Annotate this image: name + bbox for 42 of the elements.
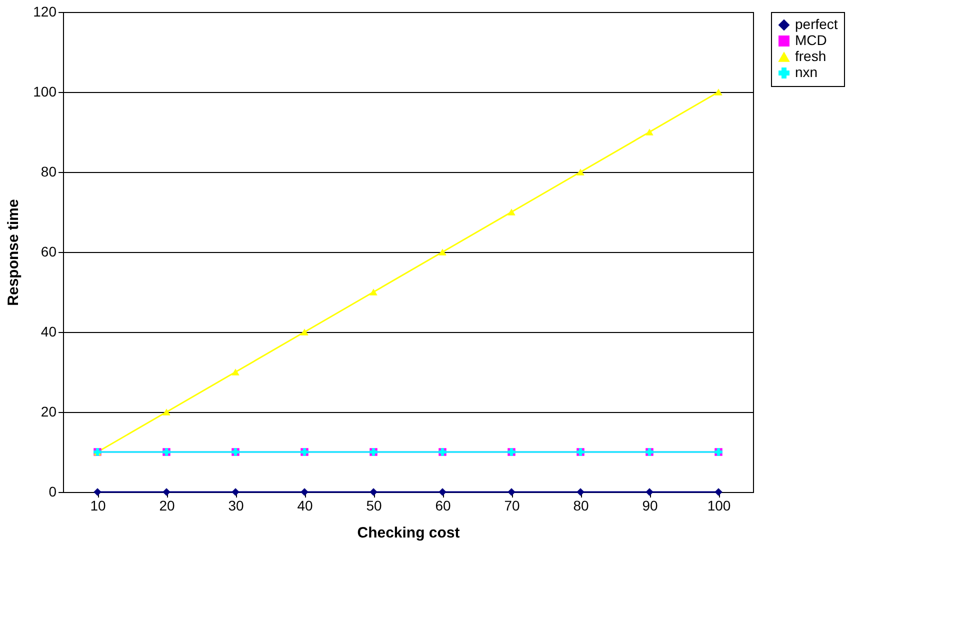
x-tick-label: 40 [297,498,313,514]
y-tick-label: 120 [33,4,57,20]
point [370,288,378,296]
x-tick-label: 70 [504,498,520,514]
legend-label: perfect [795,16,838,32]
x-tick-label: 80 [573,498,589,514]
y-tick-label: 40 [40,324,57,340]
point [576,168,584,176]
y-tick-label: 100 [33,84,57,100]
y-tick-label: 20 [40,404,57,420]
point [370,488,378,496]
y-tick-label: 60 [40,244,57,260]
point [508,208,516,216]
point [508,488,516,496]
point [646,128,654,136]
point [94,488,102,496]
y-axis-title: Response time [5,199,22,306]
x-tick-label: 90 [642,498,658,514]
point [714,488,722,496]
point [576,488,584,496]
x-tick-label: 20 [159,498,175,514]
x-tick-label: 30 [228,498,244,514]
x-axis-title: Checking cost [357,524,460,542]
point [232,368,240,376]
x-tick-label: 60 [435,498,451,514]
legend-label: nxn [795,64,818,80]
point [438,488,446,496]
y-tick-label: 80 [40,164,57,180]
legend-label: MCD [795,32,827,48]
point [300,328,308,336]
point [162,408,170,416]
point [438,248,446,256]
y-tick-label: 0 [48,484,57,500]
point [646,488,654,496]
point [162,488,170,496]
x-tick-label: 10 [90,498,106,514]
legend-label: fresh [795,48,826,64]
point [300,488,308,496]
point [714,88,722,96]
x-tick-label: 100 [707,498,731,514]
point [232,488,240,496]
x-tick-label: 50 [366,498,382,514]
